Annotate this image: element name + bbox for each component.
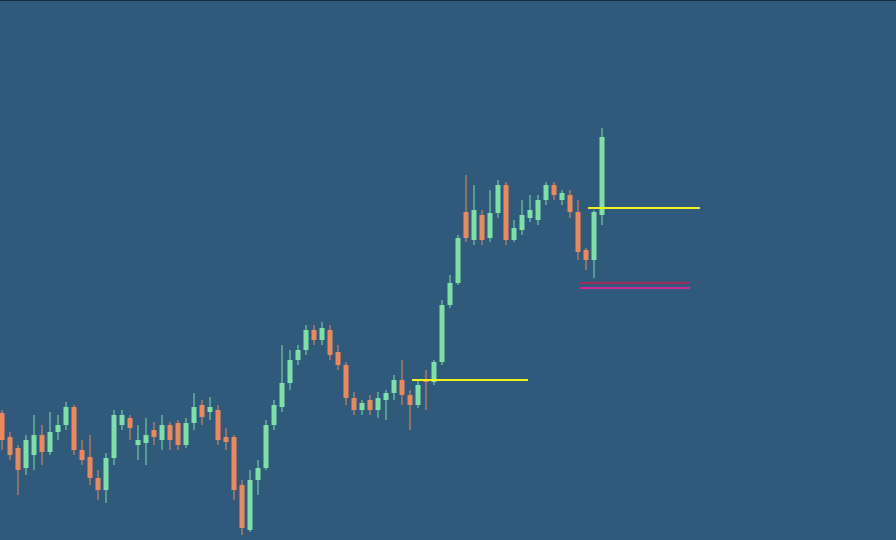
candle-body (375, 398, 381, 410)
candle-body (295, 350, 301, 360)
candle-body (495, 185, 501, 213)
candle-body (271, 405, 277, 425)
candle-body (343, 365, 349, 398)
candle-body (279, 383, 285, 407)
candle-body (15, 448, 21, 470)
candle-body (455, 238, 461, 283)
candle-body (231, 437, 237, 490)
candle-body (399, 380, 405, 395)
candle-body (407, 395, 413, 405)
candle-body (559, 193, 565, 200)
candle-body (223, 437, 229, 442)
candle-body (319, 328, 325, 340)
candle-body (127, 418, 133, 428)
candle-body (55, 425, 61, 432)
candle-body (535, 200, 541, 220)
candle-body (7, 437, 13, 455)
candle-body (287, 360, 293, 383)
candle-body (135, 440, 141, 445)
candle-body (503, 185, 509, 240)
candle-body (87, 457, 93, 478)
candle-body (47, 432, 53, 452)
candle-body (567, 195, 573, 212)
candle-body (191, 407, 197, 423)
candle-body (175, 423, 181, 445)
candle-body (119, 415, 125, 425)
candle-body (167, 425, 173, 440)
candle-body (151, 430, 157, 437)
candle-body (583, 250, 589, 260)
candle-body (111, 415, 117, 458)
candle-body (351, 398, 357, 410)
candle-body (143, 435, 149, 443)
candle-body (79, 450, 85, 460)
candle-body (31, 435, 37, 455)
candle-body (95, 478, 101, 490)
candle-body (303, 330, 309, 350)
candle-body (359, 403, 365, 410)
candle-body (71, 407, 77, 450)
candle-body (447, 283, 453, 305)
candle-body (199, 405, 205, 417)
candle-body (519, 215, 525, 230)
candle-body (383, 393, 389, 400)
candle-body (543, 185, 549, 200)
candle-body (215, 410, 221, 440)
candle-body (39, 435, 45, 452)
candle-body (415, 385, 421, 405)
candle-body (551, 185, 557, 195)
candle-body (367, 400, 373, 410)
candle-body (335, 352, 341, 365)
candle-body (527, 210, 533, 218)
candle-body (599, 137, 605, 215)
candle-body (103, 458, 109, 490)
candle-body (327, 330, 333, 355)
candle-body (63, 407, 69, 425)
candle-body (207, 407, 213, 412)
candle-body (575, 212, 581, 252)
candle-body (311, 330, 317, 340)
candle-body (239, 485, 245, 528)
candle-body (431, 362, 437, 382)
candle-body (591, 212, 597, 260)
candle-body (391, 380, 397, 393)
candle-body (159, 425, 165, 440)
candle-body (255, 468, 261, 480)
candle-body (183, 423, 189, 445)
candle-body (439, 305, 445, 362)
candle-body (0, 413, 5, 440)
candle-body (263, 425, 269, 468)
candle-body (479, 215, 485, 240)
candle-body (511, 228, 517, 240)
candle-body (463, 212, 469, 238)
candle-body (471, 210, 477, 240)
candle-body (487, 213, 493, 238)
candle-body (247, 480, 253, 530)
candle-body (23, 440, 29, 468)
